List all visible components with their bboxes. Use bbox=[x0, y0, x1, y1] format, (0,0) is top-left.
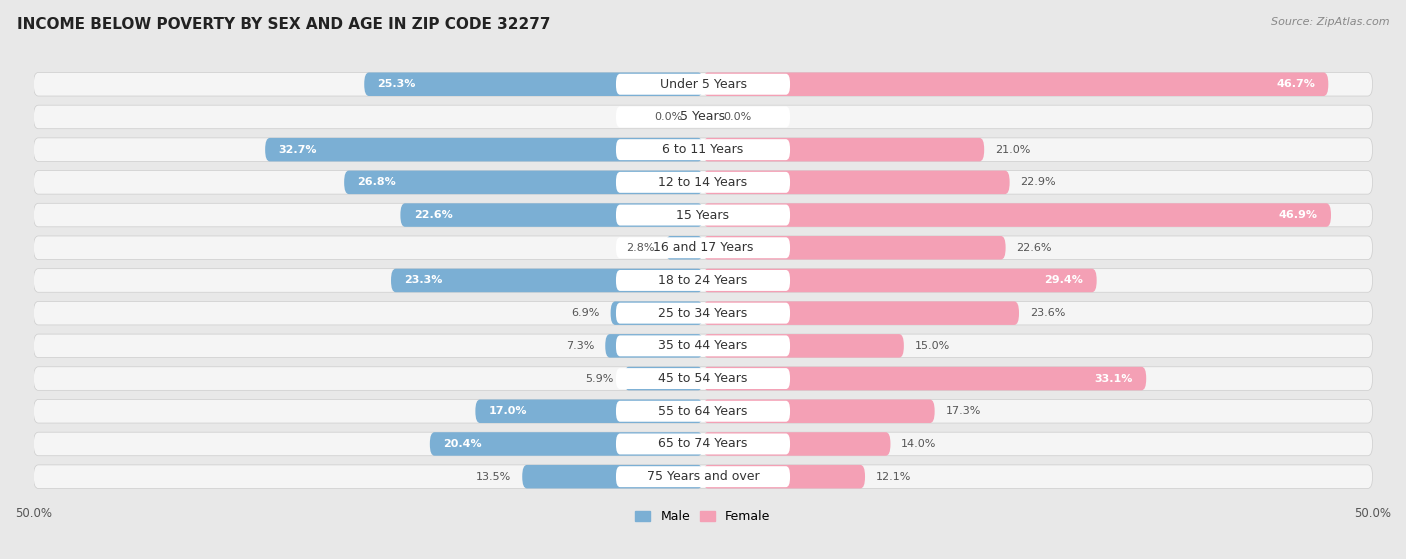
Text: 33.1%: 33.1% bbox=[1094, 373, 1133, 383]
FancyBboxPatch shape bbox=[34, 400, 1372, 423]
FancyBboxPatch shape bbox=[665, 236, 703, 259]
Text: 29.4%: 29.4% bbox=[1045, 276, 1083, 286]
Text: 18 to 24 Years: 18 to 24 Years bbox=[658, 274, 748, 287]
Text: 65 to 74 Years: 65 to 74 Years bbox=[658, 438, 748, 451]
FancyBboxPatch shape bbox=[703, 203, 1331, 227]
Text: 21.0%: 21.0% bbox=[995, 145, 1031, 155]
FancyBboxPatch shape bbox=[616, 270, 790, 291]
FancyBboxPatch shape bbox=[616, 433, 790, 454]
FancyBboxPatch shape bbox=[34, 432, 1372, 456]
Text: 6.9%: 6.9% bbox=[571, 308, 600, 318]
FancyBboxPatch shape bbox=[364, 73, 703, 96]
Text: 13.5%: 13.5% bbox=[477, 472, 512, 482]
FancyBboxPatch shape bbox=[34, 203, 1372, 227]
Text: 35 to 44 Years: 35 to 44 Years bbox=[658, 339, 748, 352]
Text: 16 and 17 Years: 16 and 17 Years bbox=[652, 241, 754, 254]
Text: 17.3%: 17.3% bbox=[945, 406, 981, 416]
Text: 23.6%: 23.6% bbox=[1029, 308, 1066, 318]
FancyBboxPatch shape bbox=[703, 334, 904, 358]
Text: 46.7%: 46.7% bbox=[1277, 79, 1315, 89]
FancyBboxPatch shape bbox=[34, 301, 1372, 325]
Text: 32.7%: 32.7% bbox=[278, 145, 316, 155]
FancyBboxPatch shape bbox=[703, 465, 865, 489]
FancyBboxPatch shape bbox=[605, 334, 703, 358]
Text: 14.0%: 14.0% bbox=[901, 439, 936, 449]
Text: 26.8%: 26.8% bbox=[357, 177, 396, 187]
FancyBboxPatch shape bbox=[522, 465, 703, 489]
Text: 2.8%: 2.8% bbox=[626, 243, 655, 253]
FancyBboxPatch shape bbox=[610, 301, 703, 325]
FancyBboxPatch shape bbox=[34, 73, 1372, 96]
Text: 22.6%: 22.6% bbox=[413, 210, 453, 220]
FancyBboxPatch shape bbox=[475, 400, 703, 423]
FancyBboxPatch shape bbox=[34, 170, 1372, 194]
Text: 22.9%: 22.9% bbox=[1021, 177, 1056, 187]
FancyBboxPatch shape bbox=[703, 432, 890, 456]
Text: 15.0%: 15.0% bbox=[914, 341, 950, 351]
Text: 5 Years: 5 Years bbox=[681, 111, 725, 124]
Text: 25.3%: 25.3% bbox=[378, 79, 416, 89]
Text: 0.0%: 0.0% bbox=[723, 112, 751, 122]
FancyBboxPatch shape bbox=[34, 465, 1372, 489]
Text: 7.3%: 7.3% bbox=[567, 341, 595, 351]
Text: 55 to 64 Years: 55 to 64 Years bbox=[658, 405, 748, 418]
FancyBboxPatch shape bbox=[616, 466, 790, 487]
Text: 6 to 11 Years: 6 to 11 Years bbox=[662, 143, 744, 156]
Text: 0.0%: 0.0% bbox=[655, 112, 683, 122]
Text: 17.0%: 17.0% bbox=[489, 406, 527, 416]
FancyBboxPatch shape bbox=[34, 269, 1372, 292]
Legend: Male, Female: Male, Female bbox=[630, 505, 776, 528]
FancyBboxPatch shape bbox=[703, 138, 984, 162]
Text: 75 Years and over: 75 Years and over bbox=[647, 470, 759, 483]
Text: 15 Years: 15 Years bbox=[676, 209, 730, 221]
Text: 12 to 14 Years: 12 to 14 Years bbox=[658, 176, 748, 189]
FancyBboxPatch shape bbox=[703, 400, 935, 423]
FancyBboxPatch shape bbox=[616, 139, 790, 160]
FancyBboxPatch shape bbox=[703, 236, 1005, 259]
FancyBboxPatch shape bbox=[616, 172, 790, 193]
Text: 20.4%: 20.4% bbox=[443, 439, 482, 449]
FancyBboxPatch shape bbox=[703, 367, 1146, 390]
FancyBboxPatch shape bbox=[616, 106, 790, 127]
FancyBboxPatch shape bbox=[430, 432, 703, 456]
Text: 23.3%: 23.3% bbox=[405, 276, 443, 286]
FancyBboxPatch shape bbox=[266, 138, 703, 162]
Text: 45 to 54 Years: 45 to 54 Years bbox=[658, 372, 748, 385]
FancyBboxPatch shape bbox=[391, 269, 703, 292]
FancyBboxPatch shape bbox=[616, 74, 790, 94]
FancyBboxPatch shape bbox=[616, 205, 790, 225]
FancyBboxPatch shape bbox=[616, 335, 790, 356]
FancyBboxPatch shape bbox=[624, 367, 703, 390]
Text: 12.1%: 12.1% bbox=[876, 472, 911, 482]
FancyBboxPatch shape bbox=[616, 401, 790, 421]
Text: 5.9%: 5.9% bbox=[585, 373, 613, 383]
FancyBboxPatch shape bbox=[616, 237, 790, 258]
Text: 46.9%: 46.9% bbox=[1278, 210, 1317, 220]
FancyBboxPatch shape bbox=[34, 236, 1372, 259]
FancyBboxPatch shape bbox=[703, 269, 1097, 292]
FancyBboxPatch shape bbox=[703, 73, 1329, 96]
FancyBboxPatch shape bbox=[616, 302, 790, 324]
FancyBboxPatch shape bbox=[401, 203, 703, 227]
Text: 25 to 34 Years: 25 to 34 Years bbox=[658, 307, 748, 320]
Text: Under 5 Years: Under 5 Years bbox=[659, 78, 747, 91]
FancyBboxPatch shape bbox=[34, 334, 1372, 358]
FancyBboxPatch shape bbox=[703, 170, 1010, 194]
FancyBboxPatch shape bbox=[34, 138, 1372, 162]
Text: Source: ZipAtlas.com: Source: ZipAtlas.com bbox=[1271, 17, 1389, 27]
FancyBboxPatch shape bbox=[34, 367, 1372, 390]
FancyBboxPatch shape bbox=[703, 301, 1019, 325]
FancyBboxPatch shape bbox=[34, 105, 1372, 129]
Text: 22.6%: 22.6% bbox=[1017, 243, 1052, 253]
Text: INCOME BELOW POVERTY BY SEX AND AGE IN ZIP CODE 32277: INCOME BELOW POVERTY BY SEX AND AGE IN Z… bbox=[17, 17, 550, 32]
FancyBboxPatch shape bbox=[344, 170, 703, 194]
FancyBboxPatch shape bbox=[616, 368, 790, 389]
